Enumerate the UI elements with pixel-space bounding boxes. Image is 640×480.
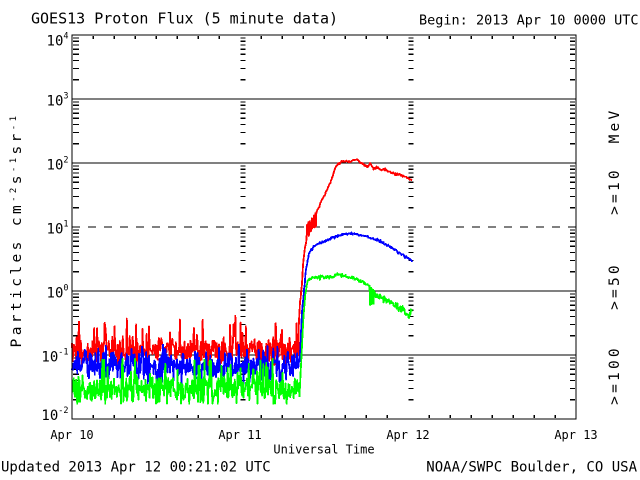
series-line-2-100 (71, 272, 413, 405)
right-series-label-0: >=10 (607, 167, 623, 215)
y-tick-label-1e0: 100 (47, 284, 69, 302)
x-tick-label-apr-12: Apr 12 (386, 428, 429, 442)
series-line-0-10 (71, 158, 413, 372)
y-tick-label-1e1: 101 (47, 220, 69, 238)
begin-label: Begin: 2013 Apr 10 0000 UTC (419, 13, 638, 29)
x-tick-label-apr-11: Apr 11 (218, 428, 261, 442)
updated-label: Updated 2013 Apr 12 00:21:02 UTC (1, 460, 271, 476)
y-tick-label-1e3: 103 (47, 92, 69, 110)
series-line-1-50 (71, 231, 413, 385)
y-tick-label-1e-2: 10-2 (41, 406, 68, 424)
x-axis-title: Universal Time (273, 443, 374, 457)
y-tick-label-1e2: 102 (47, 156, 69, 174)
y-tick-label-1e-1: 10-1 (41, 348, 68, 366)
chart-frame: 104 103 102 101 100 10-1 10-2 Apr 10 Apr 11 Apr 1… (9, 32, 623, 443)
right-series-label-1: >=50 (607, 262, 623, 310)
right-series-label-2: >=100 (607, 345, 623, 405)
plot-border (71, 34, 577, 420)
credit-label: NOAA/SWPC Boulder, CO USA (426, 460, 637, 476)
chart-title: GOES13 Proton Flux (5 minute data) (31, 10, 338, 28)
y-axis-title: Particles cm-2​s-1​sr-1​ (9, 113, 25, 348)
x-tick-label-apr-10: Apr 10 (50, 428, 93, 442)
x-tick-label-apr-13: Apr 13 (554, 428, 597, 442)
y-tick-label-1e4: 104 (47, 32, 69, 50)
right-axis-unit-label: MeV (607, 108, 623, 144)
